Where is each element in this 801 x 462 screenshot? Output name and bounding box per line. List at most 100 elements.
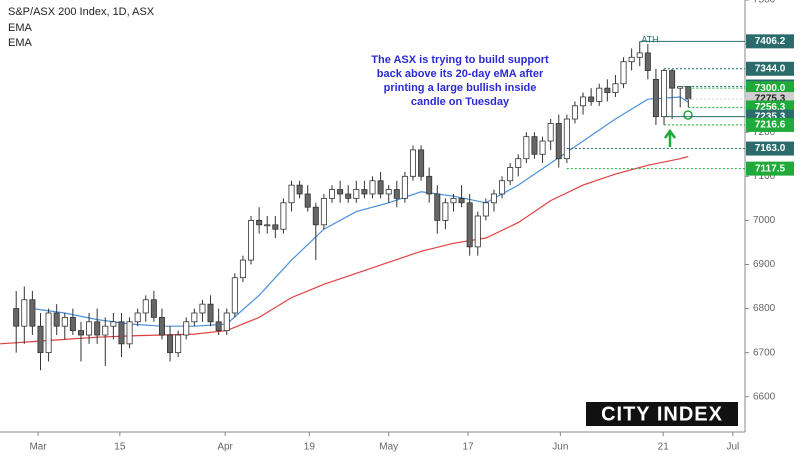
x-tick-label: 15: [114, 442, 126, 453]
candle-body: [223, 312, 230, 332]
candle-body: [191, 312, 198, 323]
candle-body: [280, 202, 287, 230]
candle-body: [215, 321, 222, 332]
x-tick-label: Jul: [726, 442, 739, 453]
candle-body: [482, 202, 489, 217]
candle-body: [490, 193, 497, 204]
x-tick-label: Apr: [217, 442, 233, 453]
annotation: back above its 20-day eMA after: [377, 68, 544, 80]
candle-body: [426, 175, 433, 195]
y-tick-label: 7200: [753, 127, 776, 138]
candle-body: [531, 136, 538, 155]
candle-body: [539, 140, 546, 155]
x-tick-label: Mar: [29, 442, 47, 453]
highlight-circle: [683, 110, 693, 120]
annotation: The ASX is trying to build support: [371, 54, 549, 66]
candle-body: [652, 78, 659, 118]
level-tag-label: 7163.0: [755, 143, 786, 154]
candle-body: [110, 321, 117, 327]
candle-body: [547, 123, 554, 142]
candle-body: [636, 52, 643, 58]
candle-body: [361, 189, 368, 195]
x-tick-label: 19: [304, 442, 316, 453]
candle-body: [183, 321, 190, 336]
candle-body: [434, 193, 441, 221]
candle-body: [337, 189, 344, 195]
candle-body: [231, 277, 238, 314]
candle-body: [329, 189, 336, 199]
candle-body: [102, 325, 109, 336]
candle-body: [126, 321, 133, 345]
candle-body: [199, 303, 206, 314]
candle-body: [167, 334, 174, 354]
candle-body: [353, 189, 360, 199]
level-tag-label: 7216.6: [755, 120, 786, 131]
candle-body: [29, 299, 36, 327]
candle-body: [45, 312, 52, 354]
candle-body: [264, 224, 271, 227]
candle-body: [69, 316, 76, 332]
annotation: candle on Tuesday: [411, 96, 510, 108]
logo-box: [586, 402, 738, 426]
ath-label: ATH: [641, 34, 658, 44]
candle-body: [239, 259, 246, 279]
candle-body: [296, 184, 303, 195]
candle-body: [345, 193, 352, 199]
indicator-label: EMA: [8, 37, 33, 49]
candle-body: [418, 149, 425, 177]
level-tag: [746, 117, 794, 132]
candle-body: [77, 330, 84, 336]
level-tag: [746, 161, 794, 176]
candle-body: [312, 206, 319, 226]
candle-body: [272, 224, 279, 230]
candle-body: [37, 325, 44, 354]
level-tag-label: 7117.5: [755, 163, 785, 174]
candle-body: [612, 83, 619, 93]
candle-body: [207, 303, 214, 323]
y-tick-label: 7500: [753, 0, 776, 6]
candle-body: [620, 61, 627, 85]
chart-title: S&P/ASX 200 Index, 1D, ASX: [8, 6, 155, 18]
candle-body: [94, 321, 101, 336]
y-tick-label: 6700: [753, 347, 776, 358]
candle-body: [523, 136, 530, 160]
level-tag-label: 7275.3: [755, 94, 786, 105]
level-tag-label: 7235.3: [755, 111, 786, 122]
candle-body: [86, 321, 93, 336]
candle-body: [369, 180, 376, 195]
candle-body: [377, 180, 384, 195]
candle-body: [304, 193, 311, 208]
logo: CITY INDEX: [601, 403, 723, 425]
candle-body: [401, 175, 408, 199]
level-tag-label: 7256.3: [755, 102, 786, 113]
candle-body: [175, 334, 182, 354]
candle-body: [248, 220, 255, 261]
candle-body: [474, 215, 481, 248]
candle-body: [499, 180, 506, 195]
x-tick-label: Jun: [552, 442, 568, 453]
level-tag: [746, 34, 794, 49]
candle-body: [669, 70, 676, 89]
y-tick-label: 6600: [753, 391, 776, 402]
level-tag-label: 7406.2: [755, 36, 786, 47]
indicator-label: EMA: [8, 22, 33, 34]
y-tick-label: 6900: [753, 259, 776, 270]
arrow: [663, 128, 677, 147]
level-tag-label: 7344.0: [755, 63, 786, 74]
candle-body: [677, 86, 684, 89]
level-tag: [746, 81, 794, 96]
y-tick-label: 7000: [753, 215, 776, 226]
candle-body: [409, 149, 416, 177]
candle-body: [21, 299, 28, 327]
candle-body: [288, 184, 295, 204]
candle-body: [588, 96, 595, 102]
level-tag: [746, 61, 794, 76]
candle-body: [661, 70, 668, 118]
level-tag: [746, 141, 794, 156]
candle-body: [580, 96, 587, 107]
candle-body: [458, 197, 465, 204]
candle-body: [442, 202, 449, 221]
candle-body: [604, 87, 611, 93]
